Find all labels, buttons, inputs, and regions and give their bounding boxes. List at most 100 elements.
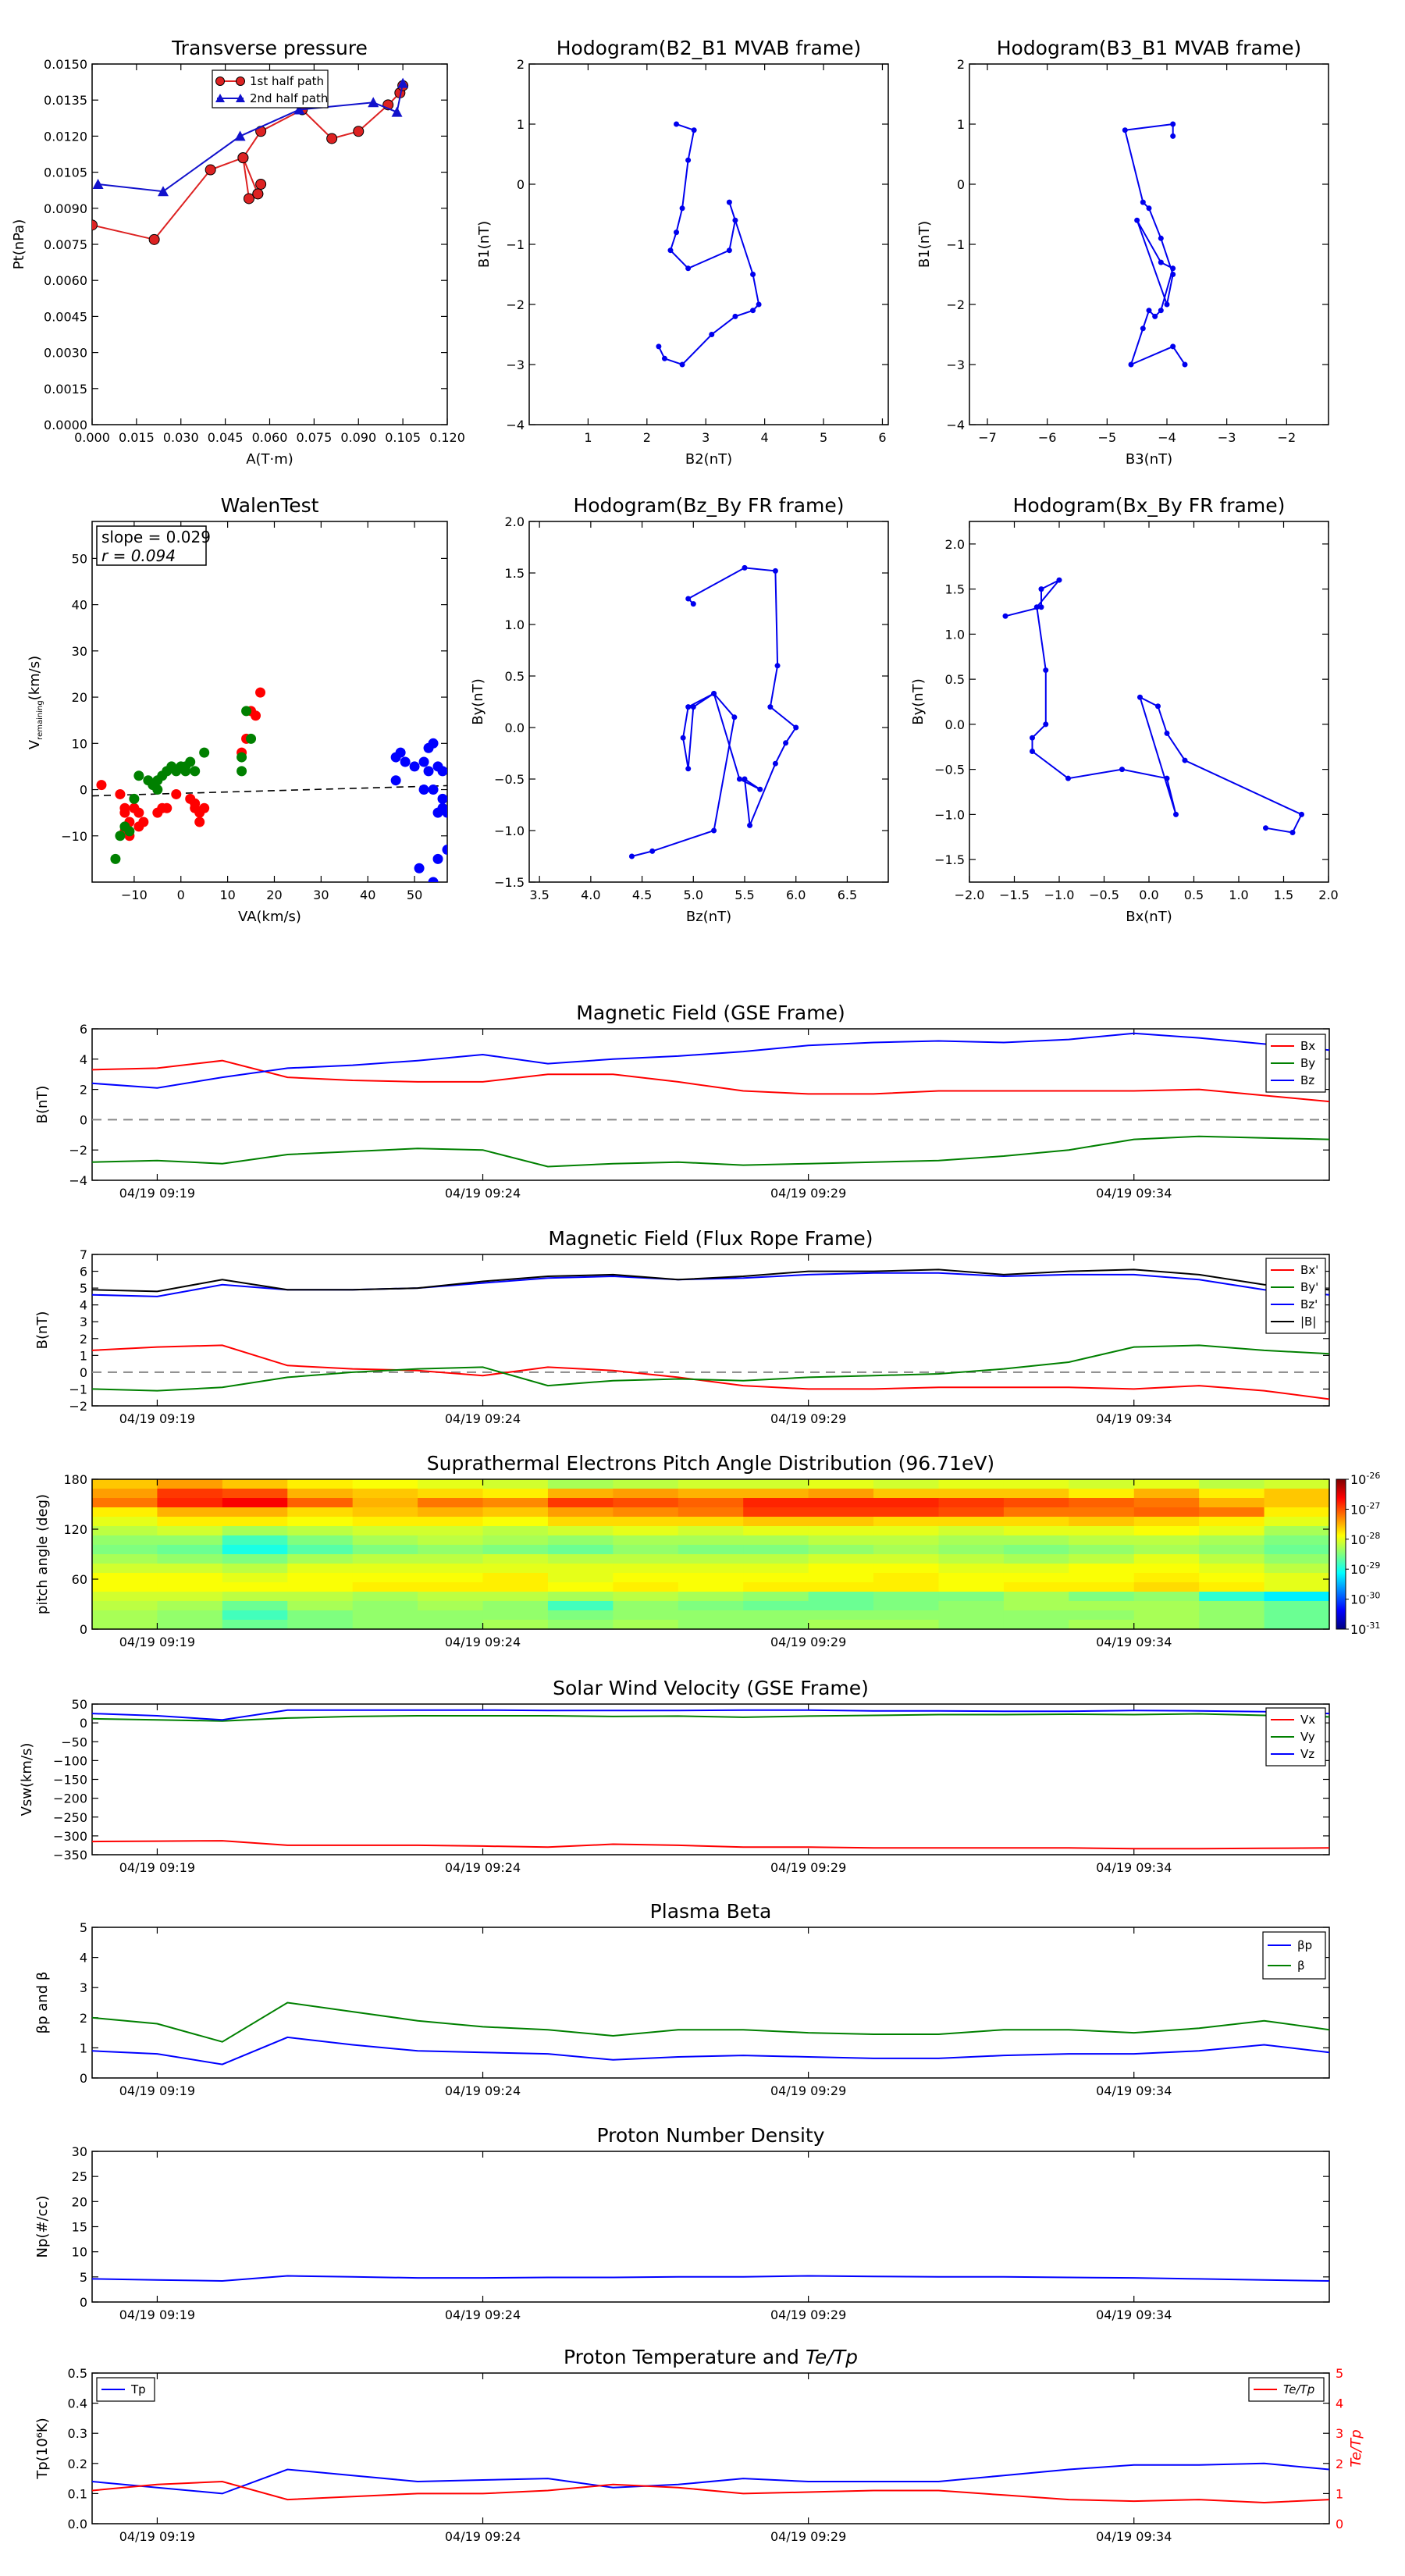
h3-xtick-label: 5.5 bbox=[735, 888, 754, 902]
vel-series-line-2 bbox=[92, 1709, 1329, 1721]
den-series-line-0 bbox=[92, 2275, 1329, 2282]
pad-cell bbox=[678, 1610, 744, 1621]
pad-cell bbox=[418, 1601, 484, 1611]
pad-ytick-label: 120 bbox=[63, 1522, 87, 1537]
tp-point bbox=[92, 219, 98, 231]
den-axes-frame bbox=[91, 2151, 1330, 2303]
pad-cell bbox=[1003, 1582, 1069, 1592]
wt-point bbox=[442, 845, 447, 856]
h1-ylabel: B1(nT) bbox=[476, 221, 493, 268]
mffr-ytick-label: 7 bbox=[80, 1247, 87, 1262]
tp-ytick-label: 0.0135 bbox=[44, 93, 87, 108]
h3-ytick-label: 0.5 bbox=[505, 669, 525, 684]
h1-ytick-label: −2 bbox=[506, 297, 525, 312]
pad-cell bbox=[743, 1507, 809, 1517]
pad-cell bbox=[1069, 1498, 1135, 1508]
pad-cell bbox=[938, 1517, 1005, 1527]
h3-ytick-label: −0.5 bbox=[494, 772, 525, 787]
mffr-ytick-label: 1 bbox=[80, 1348, 87, 1363]
h1-point bbox=[661, 355, 667, 361]
pad-cell bbox=[418, 1592, 484, 1602]
tp-ytick-label: 0.0000 bbox=[44, 418, 87, 432]
den-ytick-label: 30 bbox=[72, 2144, 87, 2159]
pad-colorbar-base: 10 bbox=[1350, 1562, 1366, 1577]
tp-ylabel: Pt(nPa) bbox=[11, 219, 27, 269]
wt-ytick-label: 0 bbox=[80, 783, 87, 798]
wt-point bbox=[199, 747, 210, 758]
pad-cell bbox=[613, 1592, 679, 1602]
pad-cell bbox=[1264, 1554, 1330, 1564]
pad-cell bbox=[743, 1479, 809, 1489]
pad-cell bbox=[222, 1564, 288, 1574]
pad-cell bbox=[157, 1507, 223, 1517]
h4-point bbox=[1038, 586, 1044, 592]
h1-point bbox=[656, 343, 662, 350]
h4-ytick-label: −1.5 bbox=[934, 852, 965, 867]
pad-cell bbox=[613, 1573, 679, 1583]
vel-ytick-label: −250 bbox=[53, 1810, 87, 1825]
pad-cell bbox=[613, 1498, 679, 1508]
pad-cell bbox=[808, 1479, 874, 1489]
wt-xtick-label: −10 bbox=[121, 888, 148, 902]
h2-point bbox=[1182, 361, 1188, 368]
pad-cell bbox=[222, 1545, 288, 1555]
pad-cell bbox=[352, 1610, 418, 1621]
pad-cell bbox=[222, 1554, 288, 1564]
h1-ytick-label: 0 bbox=[517, 177, 525, 192]
wt-point bbox=[199, 802, 210, 813]
pad-cell bbox=[482, 1479, 549, 1489]
pad-cell bbox=[1003, 1535, 1069, 1546]
mffr-ytick-label: 2 bbox=[80, 1332, 87, 1347]
pad-cell bbox=[743, 1554, 809, 1564]
pad-cell bbox=[938, 1498, 1005, 1508]
mffr-ytick-label: 0 bbox=[80, 1365, 87, 1380]
pad-cell bbox=[938, 1507, 1005, 1517]
pad-cell bbox=[938, 1479, 1005, 1489]
tp-point bbox=[148, 233, 160, 245]
vel-ytick-label: −350 bbox=[53, 1848, 87, 1863]
h4-ytick-label: 2.0 bbox=[945, 537, 965, 552]
pad-cell bbox=[157, 1517, 223, 1527]
h4-point bbox=[1033, 604, 1040, 610]
pad-cell bbox=[808, 1610, 874, 1621]
pad-cell bbox=[873, 1592, 940, 1602]
pad-cell bbox=[287, 1564, 354, 1574]
h1-point bbox=[685, 157, 692, 163]
mf-xtick-label: 04/19 09:34 bbox=[1096, 1186, 1172, 1201]
pad-cell bbox=[1069, 1479, 1135, 1489]
mf-xtick-label: 04/19 09:24 bbox=[445, 1186, 521, 1201]
pad-cell bbox=[1003, 1526, 1069, 1536]
tp-point-triangle bbox=[92, 179, 104, 189]
tp-xtick-label: 0.090 bbox=[340, 430, 376, 445]
wt-xtick-label: 40 bbox=[360, 888, 375, 902]
h3-point bbox=[649, 848, 656, 854]
pad-cell bbox=[482, 1517, 549, 1527]
pad-cell bbox=[938, 1489, 1005, 1499]
wt-r-text: r = 0.094 bbox=[101, 546, 176, 565]
pad-cell bbox=[938, 1554, 1005, 1564]
h2-ytick-label: 1 bbox=[957, 117, 965, 132]
pad-colorbar-base: 10 bbox=[1350, 1502, 1366, 1517]
mffr-ytick-label: 3 bbox=[80, 1315, 87, 1329]
beta-xtick-label: 04/19 09:24 bbox=[445, 2083, 521, 2098]
beta-legend-label: βp bbox=[1297, 1938, 1312, 1952]
pad-ytick-label: 0 bbox=[80, 1622, 87, 1637]
tp-xtick-label: 0.030 bbox=[163, 430, 199, 445]
tp-ytick-label: 0.0045 bbox=[44, 309, 87, 324]
pad-cell bbox=[482, 1545, 549, 1555]
mffr-series-line-0 bbox=[92, 1344, 1329, 1400]
temp-ytick2-label: 4 bbox=[1336, 2396, 1343, 2411]
h4-point bbox=[1164, 730, 1170, 736]
wt-point bbox=[418, 785, 429, 795]
wt-point bbox=[133, 807, 144, 818]
beta-ytick-label: 0 bbox=[80, 2071, 87, 2086]
temp-ytick2-label: 1 bbox=[1336, 2486, 1343, 2501]
wt-point bbox=[437, 793, 447, 804]
tp-xlabel: A(T·m) bbox=[246, 451, 293, 468]
wt-ylabel-main: V bbox=[27, 739, 43, 749]
vel-ylabel: Vsw(km/s) bbox=[19, 1743, 35, 1816]
pad-colorbar bbox=[1336, 1478, 1346, 1630]
wt-slope-text: slope = 0.029 bbox=[101, 528, 211, 546]
pad-cell bbox=[1199, 1535, 1265, 1546]
pad-cell bbox=[938, 1592, 1005, 1602]
